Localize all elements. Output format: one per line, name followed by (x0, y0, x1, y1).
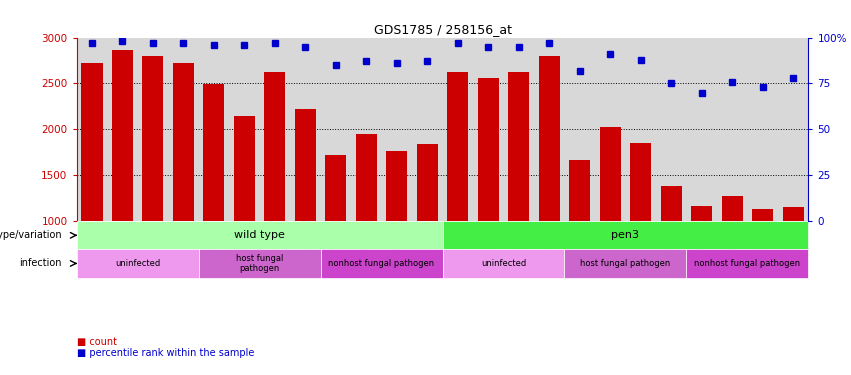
Bar (783, 207, 804, 313)
Bar (234, 116, 255, 313)
Text: ■ count: ■ count (77, 337, 117, 347)
Bar (417, 144, 438, 313)
Bar (325, 155, 346, 313)
Bar (443, 221, 808, 249)
Bar (443, 249, 564, 278)
Text: nonhost fungal pathogen: nonhost fungal pathogen (694, 259, 801, 268)
Text: pen3: pen3 (612, 230, 639, 240)
Text: uninfected: uninfected (115, 259, 160, 268)
Bar (752, 209, 774, 313)
Bar (600, 127, 621, 313)
Bar (77, 221, 443, 249)
Bar (173, 63, 194, 313)
Bar (477, 78, 499, 313)
Text: genotype/variation: genotype/variation (0, 230, 62, 240)
Bar (77, 249, 198, 278)
Bar (539, 56, 560, 313)
Text: wild type: wild type (234, 230, 285, 240)
Bar (203, 84, 225, 313)
Bar (356, 134, 377, 313)
Bar (386, 150, 408, 313)
Bar (81, 63, 102, 313)
Bar (111, 50, 133, 313)
Bar (447, 72, 468, 313)
Text: uninfected: uninfected (481, 259, 526, 268)
Text: infection: infection (20, 258, 62, 268)
Text: ■ percentile rank within the sample: ■ percentile rank within the sample (77, 348, 254, 358)
Text: host fungal
pathogen: host fungal pathogen (236, 254, 283, 273)
Bar (687, 249, 808, 278)
Bar (264, 72, 285, 313)
Bar (321, 249, 443, 278)
Bar (722, 196, 743, 313)
Text: host fungal pathogen: host fungal pathogen (580, 259, 671, 268)
Bar (564, 249, 687, 278)
Bar (198, 249, 321, 278)
Bar (660, 186, 682, 313)
Bar (294, 109, 316, 313)
Bar (508, 72, 529, 313)
Bar (142, 56, 163, 313)
Bar (691, 206, 712, 313)
Title: GDS1785 / 258156_at: GDS1785 / 258156_at (374, 23, 511, 36)
Bar (630, 143, 651, 313)
Text: nonhost fungal pathogen: nonhost fungal pathogen (328, 259, 435, 268)
Bar (569, 160, 591, 313)
